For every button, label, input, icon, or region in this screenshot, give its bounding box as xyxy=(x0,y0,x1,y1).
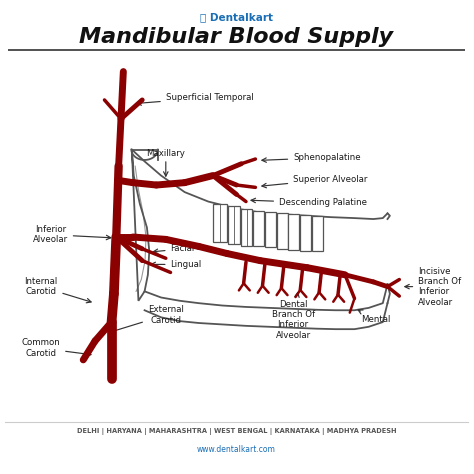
Polygon shape xyxy=(277,213,288,249)
Text: DELHI | HARYANA | MAHARASHTRA | WEST BENGAL | KARNATAKA | MADHYA PRADESH: DELHI | HARYANA | MAHARASHTRA | WEST BEN… xyxy=(77,428,396,436)
Polygon shape xyxy=(228,206,240,244)
Text: Mandibular Blood Supply: Mandibular Blood Supply xyxy=(80,27,393,46)
Text: Internal
Carotid: Internal Carotid xyxy=(24,277,91,303)
Polygon shape xyxy=(265,212,276,247)
Text: Descending Palatine: Descending Palatine xyxy=(251,198,367,208)
Polygon shape xyxy=(312,216,323,251)
Polygon shape xyxy=(289,214,299,250)
Text: Incisive
Branch Of
Inferior
Alveolar: Incisive Branch Of Inferior Alveolar xyxy=(405,266,461,307)
Text: 🦷 Dentalkart: 🦷 Dentalkart xyxy=(200,12,273,22)
Text: Maxillary: Maxillary xyxy=(146,149,185,157)
Text: Superior Alveolar: Superior Alveolar xyxy=(262,175,367,188)
Text: Inferior
Alveolar: Inferior Alveolar xyxy=(33,225,111,244)
Polygon shape xyxy=(241,209,252,246)
Text: Sphenopalatine: Sphenopalatine xyxy=(262,153,361,162)
Polygon shape xyxy=(300,215,311,251)
Text: Superficial Temporal: Superficial Temporal xyxy=(137,93,254,105)
Text: External
Carotid: External Carotid xyxy=(109,305,184,334)
Text: Mental: Mental xyxy=(358,310,391,324)
Text: Common
Carotid: Common Carotid xyxy=(21,338,91,358)
Text: Lingual: Lingual xyxy=(151,260,202,269)
Polygon shape xyxy=(253,211,264,246)
Text: www.dentalkart.com: www.dentalkart.com xyxy=(197,445,276,454)
Polygon shape xyxy=(213,204,227,242)
Text: Facial: Facial xyxy=(154,244,195,254)
Text: Dental
Branch Of
Inferior
Alveolar: Dental Branch Of Inferior Alveolar xyxy=(272,292,315,340)
